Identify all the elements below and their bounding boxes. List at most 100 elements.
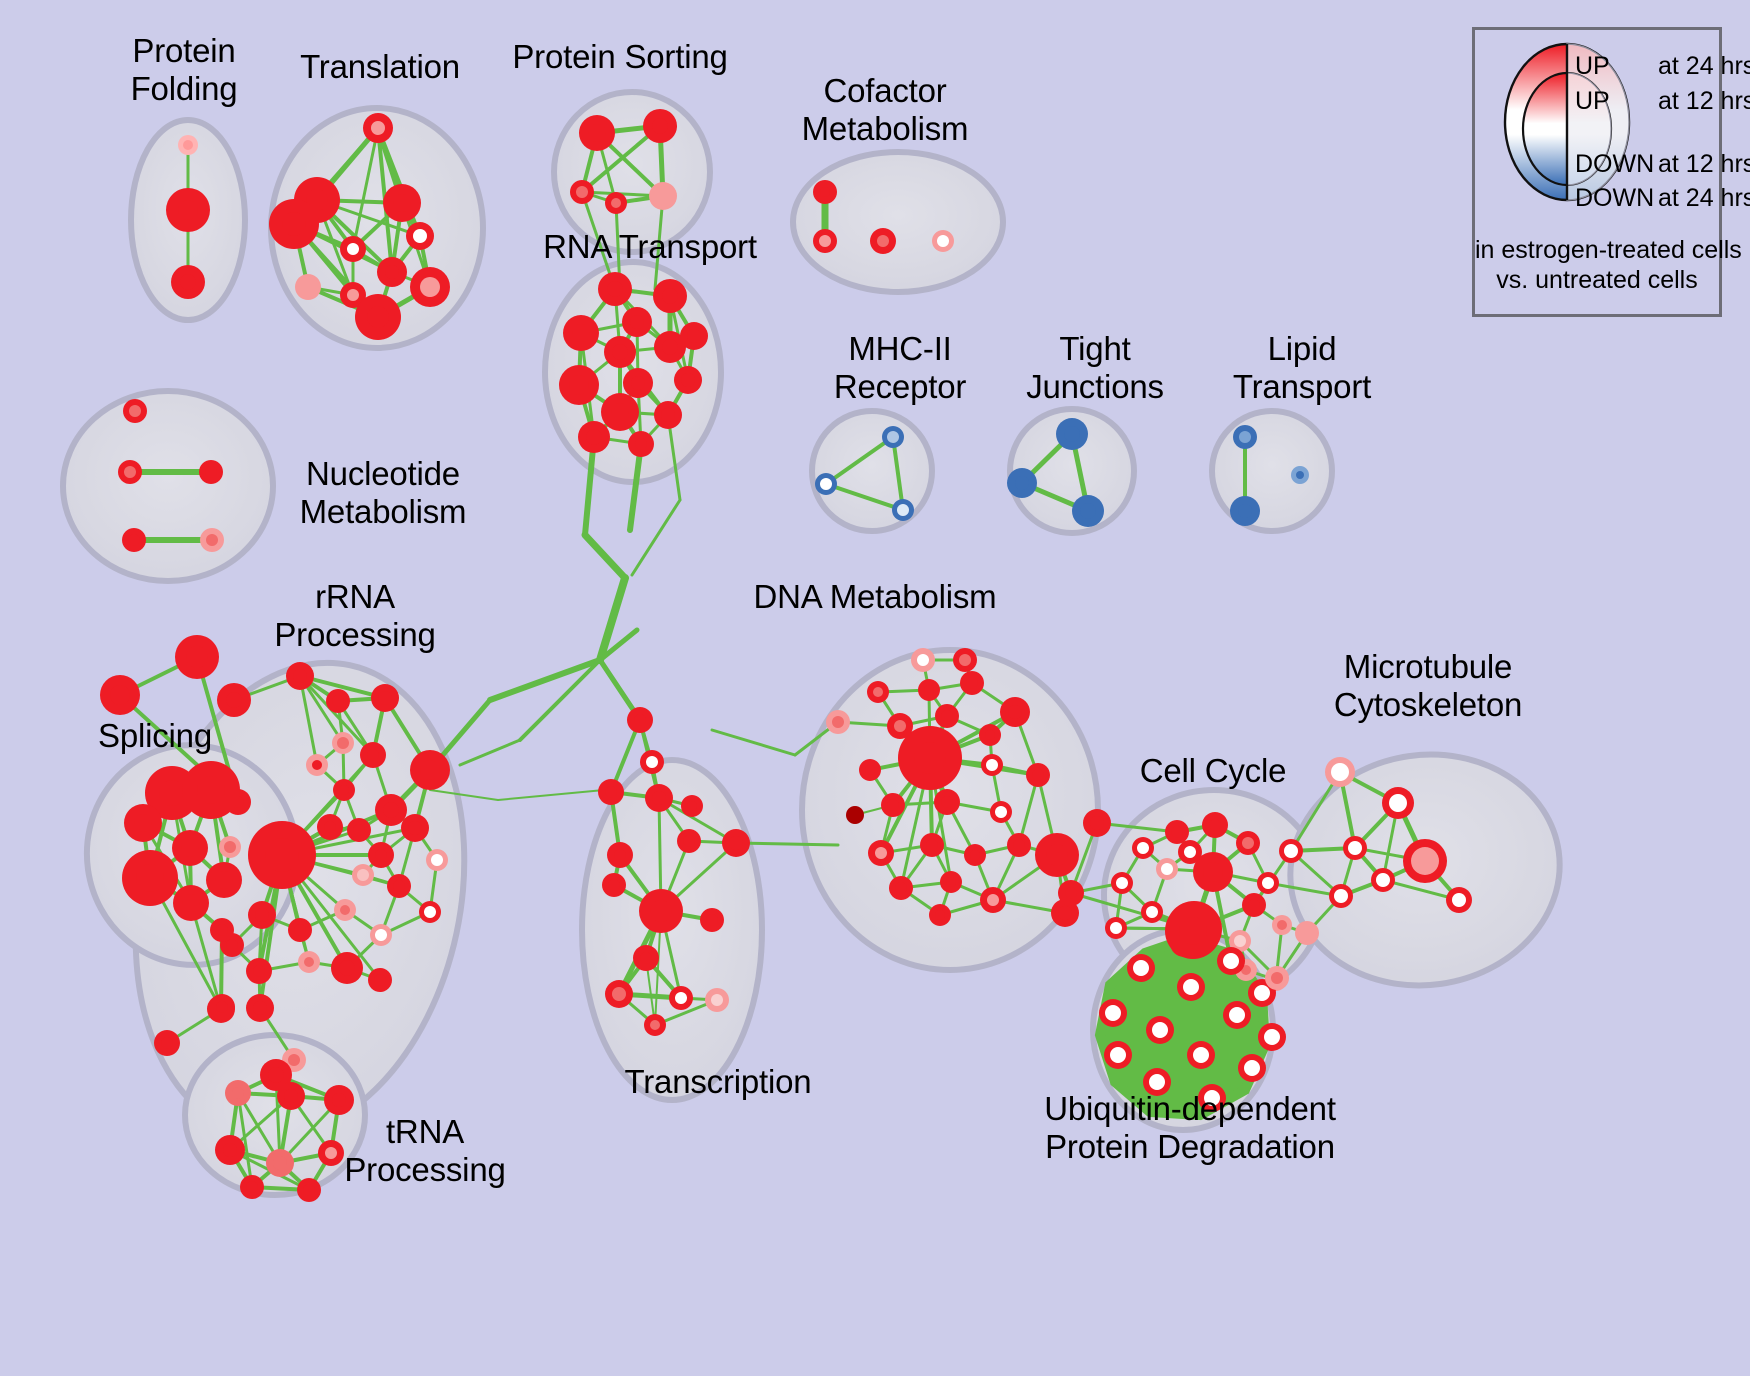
node-microtubule-cytoskeleton-1[interactable]	[1382, 787, 1414, 819]
node-transcription-6[interactable]	[607, 842, 633, 868]
node-mhc-ii-receptor-1[interactable]	[815, 473, 837, 495]
node-rrna-processing-23[interactable]	[246, 958, 272, 984]
node-lipid-transport-0[interactable]	[1233, 425, 1257, 449]
node-dna-metabolism-25[interactable]	[929, 904, 951, 926]
node-translation-7[interactable]	[295, 274, 321, 300]
node-tight-junctions-0[interactable]	[1056, 418, 1088, 450]
node-trna-processing-1[interactable]	[225, 1080, 251, 1106]
node-translation-10[interactable]	[355, 294, 401, 340]
node-rrna-processing-4[interactable]	[306, 754, 328, 776]
node-protein-sorting-3[interactable]	[605, 192, 627, 214]
node-rrna-processing-16[interactable]	[387, 874, 411, 898]
node-translation-6[interactable]	[377, 257, 407, 287]
node-transcription-4[interactable]	[681, 795, 703, 817]
node-microtubule-cytoskeleton-2[interactable]	[1343, 836, 1367, 860]
node-dna-metabolism-5[interactable]	[1000, 697, 1030, 727]
node-cofactor-metabolism-0[interactable]	[813, 180, 837, 204]
node-nucleotide-metabolism-4[interactable]	[200, 528, 224, 552]
node-translation-9[interactable]	[410, 267, 450, 307]
node-translation-5[interactable]	[340, 236, 366, 262]
node-transcription-2[interactable]	[598, 779, 624, 805]
node-transcription-9[interactable]	[639, 889, 683, 933]
node-rrna-processing-29[interactable]	[217, 683, 251, 717]
node-dna-metabolism-24[interactable]	[980, 887, 1006, 913]
node-trna-processing-3[interactable]	[324, 1085, 354, 1115]
node-ubiquitin-1[interactable]	[1217, 947, 1245, 975]
node-rrna-processing-0[interactable]	[286, 662, 314, 690]
node-cell-cycle-17[interactable]	[1083, 809, 1111, 837]
node-cofactor-metabolism-1[interactable]	[813, 229, 837, 253]
node-rrna-processing-17[interactable]	[419, 901, 441, 923]
node-splicing-9[interactable]	[206, 862, 242, 898]
node-rna-transport-11[interactable]	[654, 401, 682, 429]
node-rna-transport-5[interactable]	[604, 336, 636, 368]
node-cofactor-metabolism-3[interactable]	[932, 230, 954, 252]
node-cell-cycle-11[interactable]	[1242, 893, 1266, 917]
node-rrna-processing-12[interactable]	[368, 842, 394, 868]
node-protein-sorting-4[interactable]	[649, 182, 677, 210]
node-transcription-8[interactable]	[602, 873, 626, 897]
node-cell-cycle-13[interactable]	[1229, 930, 1251, 952]
node-splicing-13[interactable]	[154, 1030, 180, 1056]
node-rrna-processing-13[interactable]	[248, 821, 316, 889]
node-rrna-processing-5[interactable]	[360, 742, 386, 768]
node-dna-metabolism-14[interactable]	[846, 806, 864, 824]
node-rrna-processing-24[interactable]	[298, 951, 320, 973]
node-ubiquitin-12[interactable]	[1143, 1068, 1171, 1096]
node-transcription-14[interactable]	[705, 988, 729, 1012]
node-rna-transport-9[interactable]	[674, 366, 702, 394]
node-ubiquitin-8[interactable]	[1146, 1016, 1174, 1044]
node-dna-metabolism-13[interactable]	[1026, 763, 1050, 787]
node-tight-junctions-1[interactable]	[1007, 468, 1037, 498]
node-cell-cycle-9[interactable]	[1141, 901, 1163, 923]
node-dna-metabolism-2[interactable]	[867, 681, 889, 703]
node-transcription-12[interactable]	[605, 980, 633, 1008]
node-microtubule-cytoskeleton-3[interactable]	[1279, 839, 1303, 863]
node-dna-metabolism-15[interactable]	[881, 793, 905, 817]
node-rrna-processing-2[interactable]	[371, 684, 399, 712]
node-rna-transport-8[interactable]	[623, 368, 653, 398]
node-splicing-12[interactable]	[209, 994, 235, 1020]
node-rrna-processing-26[interactable]	[368, 968, 392, 992]
node-ubiquitin-13[interactable]	[1198, 1084, 1226, 1112]
node-dna-metabolism-6[interactable]	[826, 710, 850, 734]
node-transcription-3[interactable]	[645, 784, 673, 812]
node-rrna-processing-8[interactable]	[375, 794, 407, 826]
node-cell-cycle-5[interactable]	[1156, 858, 1178, 880]
node-splicing-0[interactable]	[175, 635, 219, 679]
node-transcription-7[interactable]	[722, 829, 750, 857]
node-rna-transport-10[interactable]	[601, 393, 639, 431]
node-dna-metabolism-19[interactable]	[920, 833, 944, 857]
node-cell-cycle-12[interactable]	[1105, 917, 1127, 939]
node-tight-junctions-2[interactable]	[1072, 495, 1104, 527]
node-rna-transport-4[interactable]	[654, 331, 686, 363]
node-splicing-5[interactable]	[124, 804, 162, 842]
node-splicing-14[interactable]	[210, 918, 234, 942]
node-rna-transport-6[interactable]	[680, 322, 708, 350]
node-ubiquitin-10[interactable]	[1187, 1041, 1215, 1069]
node-microtubule-cytoskeleton-4[interactable]	[1403, 839, 1447, 883]
node-cell-cycle-6[interactable]	[1193, 852, 1233, 892]
node-dna-metabolism-17[interactable]	[990, 801, 1012, 823]
node-translation-0[interactable]	[363, 113, 393, 143]
node-microtubule-cytoskeleton-0[interactable]	[1325, 757, 1355, 787]
node-transcription-1[interactable]	[640, 750, 664, 774]
node-rna-transport-1[interactable]	[653, 279, 687, 313]
node-mhc-ii-receptor-0[interactable]	[882, 426, 904, 448]
node-dna-metabolism-4[interactable]	[960, 671, 984, 695]
node-microtubule-cytoskeleton-9[interactable]	[1265, 966, 1289, 990]
node-rna-transport-2[interactable]	[622, 307, 652, 337]
node-rrna-processing-14[interactable]	[426, 849, 448, 871]
node-translation-4[interactable]	[406, 222, 434, 250]
node-ubiquitin-14[interactable]	[1165, 903, 1221, 959]
node-translation-2[interactable]	[383, 184, 421, 222]
node-cell-cycle-4[interactable]	[1236, 831, 1260, 855]
node-dna-metabolism-0[interactable]	[911, 648, 935, 672]
node-cell-cycle-18[interactable]	[1058, 880, 1084, 906]
node-trna-processing-7[interactable]	[240, 1175, 264, 1199]
node-protein-sorting-1[interactable]	[643, 109, 677, 143]
node-cell-cycle-7[interactable]	[1111, 872, 1133, 894]
node-protein-sorting-2[interactable]	[570, 180, 594, 204]
node-cell-cycle-8[interactable]	[1257, 872, 1279, 894]
node-mhc-ii-receptor-2[interactable]	[892, 499, 914, 521]
